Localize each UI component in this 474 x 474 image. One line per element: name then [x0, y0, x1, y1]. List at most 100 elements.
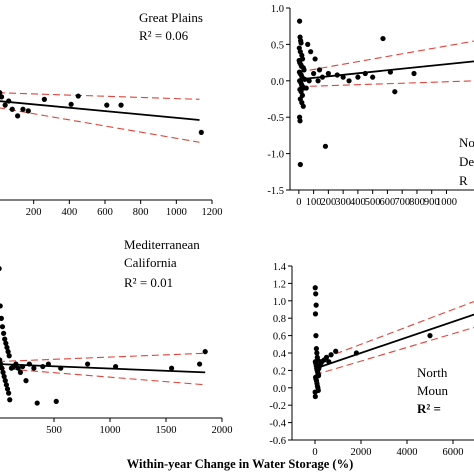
panel-top-right-y-tick-label: -1.5	[267, 186, 284, 197]
panel-bottom-left-point	[26, 361, 32, 367]
panel-top-right-ci-upper	[298, 40, 474, 73]
panel-bottom-left-fit-line	[0, 363, 206, 374]
panel-top-right-point	[297, 118, 303, 124]
panel-top-right-point	[346, 78, 352, 84]
panel-bottom-right-point	[323, 354, 330, 360]
panel-bottom-left-point	[40, 363, 46, 370]
panel-bottom-left-title-line-2: California	[124, 255, 177, 270]
panel-top-right-x-tick-label: 600	[380, 197, 396, 208]
panel-bottom-left-point	[169, 365, 175, 371]
panel-bottom-left-point	[13, 361, 19, 367]
panel-top-right-x-tick-label: 700	[394, 197, 410, 208]
panel-top-right-ci-lower	[298, 80, 474, 88]
panel-top-right-y-tick-label: 1.0	[271, 4, 284, 15]
panel-bottom-left-point	[4, 386, 11, 392]
panel-top-left-point	[20, 106, 26, 112]
panel-bottom-right-point	[353, 350, 359, 356]
panel-top-left-x-tick-label: 800	[133, 207, 149, 218]
panel-top-right-point	[322, 143, 329, 149]
panel-bottom-right-point	[313, 291, 319, 297]
panel-bottom-right-point	[312, 389, 318, 395]
panel-top-right-point	[315, 78, 321, 84]
panel-bottom-left-ci-upper	[0, 352, 206, 363]
panel-top-right-x-tick-label: 200	[321, 197, 337, 208]
panel-top-right-label-1: No	[459, 135, 474, 150]
panel-top-right-fit-line	[298, 60, 474, 81]
panel-top-right-point	[340, 74, 346, 80]
panel-bottom-right-y-tick-label: 0.8	[273, 314, 286, 325]
panel-bottom-left-point	[0, 357, 3, 363]
panel-bottom-left-x-tick-label: 1500	[156, 425, 177, 436]
panel-top-right-x-tick-label: 1000	[436, 197, 457, 208]
panel-bottom-right-y-tick-label: 0.4	[273, 349, 287, 360]
panel-bottom-left-point	[0, 361, 4, 367]
panel-top-right-point	[370, 74, 376, 80]
panel-bottom-left-point	[3, 340, 9, 346]
panel-bottom-left-title-line-1: Mediterranean	[124, 237, 200, 252]
panel-top-left-x-tick-label: 200	[26, 207, 42, 218]
panel-bottom-left-x-tick-label: 500	[46, 425, 62, 436]
panel-top-left-x-tick-label: 1200	[202, 207, 223, 218]
panel-bottom-right-point	[315, 372, 322, 378]
panel-bottom-right-point	[312, 285, 318, 291]
panel-top-right-point	[380, 35, 386, 42]
panel-bottom-left-point	[2, 378, 8, 384]
panel-bottom-left-point	[0, 303, 3, 309]
panel-bottom-left-point	[85, 361, 91, 367]
panel-top-right-y-tick-label: 0.5	[271, 40, 284, 51]
panel-bottom-right-y-tick-label: -0.4	[269, 419, 286, 430]
panel-top-left-point	[68, 101, 74, 107]
panel-bottom-right-y-tick-label: 0.0	[273, 384, 286, 395]
panel-bottom-right-point	[314, 350, 320, 356]
panel-bottom-left-point	[0, 369, 6, 375]
panel-bottom-right-ci-lower	[314, 326, 474, 376]
panel-bottom-left-x-tick-label: 1000	[100, 425, 121, 436]
panel-bottom-right-x-tick-label: 4000	[397, 447, 418, 458]
panel-bottom-right-x-tick-label: 6000	[443, 447, 464, 458]
panel-bottom-left-point	[202, 349, 208, 355]
panel-bottom-right-fit-line	[314, 313, 474, 370]
panel-top-left-point	[104, 102, 110, 108]
panel-bottom-right-x-tick-label: 0	[312, 447, 317, 458]
panel-bottom-right-label-1: North	[417, 365, 448, 380]
panel-top-left-point	[6, 98, 12, 104]
panel-top-right-x-tick-label: 800	[409, 197, 425, 208]
panel-bottom-left-point	[53, 398, 59, 404]
panel-top-right-point	[312, 56, 318, 62]
panel-top-right-point	[308, 49, 314, 55]
panel-bottom-left-point	[6, 353, 12, 359]
panel-bottom-left-point	[7, 397, 13, 403]
panel-bottom-right-label-3: R² =	[417, 401, 441, 416]
panel-bottom-left-point	[2, 336, 8, 342]
panel-top-right-x-tick-label: 400	[350, 197, 366, 208]
panel-top-right-x-tick-label: 100	[306, 197, 322, 208]
panel-top-right-point	[301, 67, 307, 73]
panel-bottom-right-point	[427, 333, 433, 339]
panel-bottom-right-y-tick-label: 1.0	[273, 297, 286, 308]
panel-bottom-right-point	[313, 333, 319, 339]
panel-bottom-left-point	[3, 382, 9, 388]
panel-top-left-ci-lower	[0, 107, 200, 143]
panel-top-right-y-tick-label: 0.0	[271, 77, 284, 88]
panel-top-right-x-tick-label: 900	[424, 197, 440, 208]
panel-bottom-right-point	[312, 393, 318, 400]
panel-top-right-y-tick-label: -0.5	[267, 113, 284, 124]
panel-top-left-x-tick-label: 400	[61, 207, 77, 218]
panel-top-left-ci-upper	[0, 92, 200, 100]
panel-bottom-left-point	[0, 266, 2, 272]
panel-top-right-point	[316, 67, 323, 73]
panel-bottom-left-point	[113, 363, 119, 370]
panel-top-left-title: Great Plains	[139, 10, 203, 25]
panel-top-right-point	[319, 74, 326, 80]
panel-top-left-point	[198, 129, 204, 135]
panel-bottom-left-point	[17, 369, 23, 375]
panel-top-left-point	[9, 106, 15, 112]
panel-bottom-left-point	[0, 315, 4, 321]
panel-top-right-point	[306, 78, 312, 84]
panel-bottom-left-point	[31, 365, 37, 371]
panel-bottom-right-point	[313, 302, 319, 308]
panel-bottom-left-point	[0, 324, 6, 330]
panel-top-left-point	[0, 94, 5, 100]
panel-bottom-left-point	[45, 361, 52, 367]
